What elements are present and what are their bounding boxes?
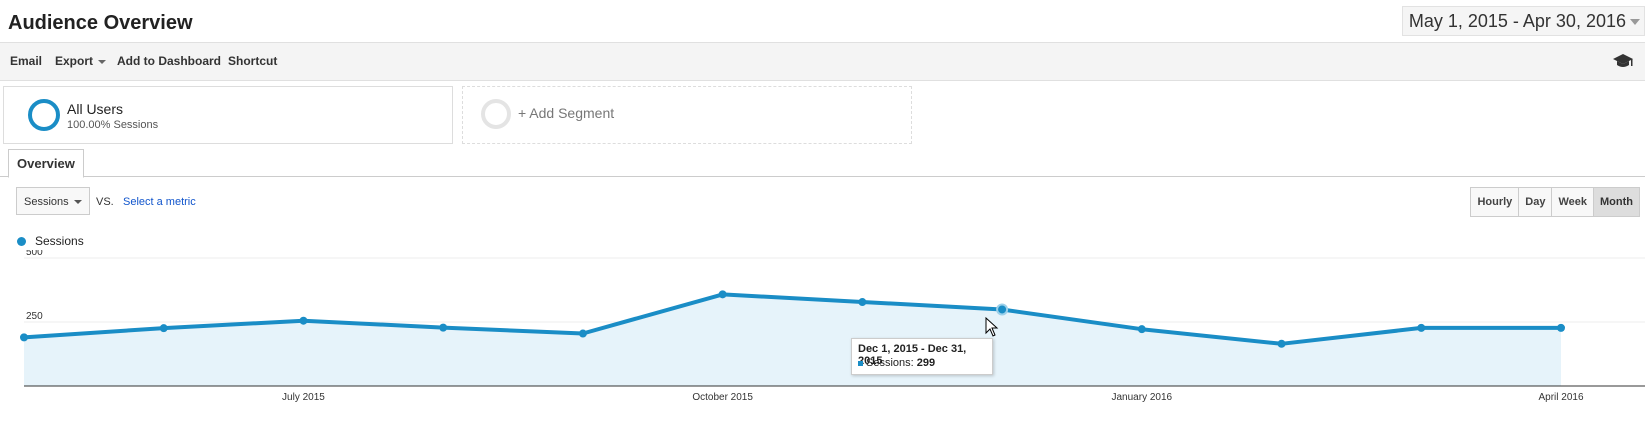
y-tick-label: 250: [26, 311, 43, 322]
granularity-month-button[interactable]: Month: [1593, 188, 1639, 216]
legend-dot-icon: [17, 237, 26, 246]
data-point[interactable]: [20, 333, 28, 342]
segment-ring-icon: [28, 99, 60, 131]
data-point[interactable]: [159, 324, 168, 333]
x-tick-label: July 2015: [282, 392, 325, 403]
x-tick-label: January 2016: [1112, 392, 1173, 403]
select-metric-link[interactable]: Select a metric: [123, 196, 196, 208]
tooltip-row: Sessions: 299: [858, 357, 935, 369]
granularity-week-button[interactable]: Week: [1551, 188, 1594, 216]
data-point[interactable]: [578, 329, 587, 338]
data-point[interactable]: [1417, 323, 1426, 332]
tab-overview[interactable]: Overview: [8, 149, 84, 178]
chevron-down-icon: [1630, 19, 1640, 25]
x-tick-label: October 2015: [692, 392, 753, 403]
data-point[interactable]: [439, 323, 448, 332]
add-segment-label: + Add Segment: [518, 105, 615, 121]
export-button[interactable]: Export: [55, 54, 107, 68]
report-toolbar: Email Export Add to Dashboard Shortcut: [0, 43, 1645, 81]
date-range-picker[interactable]: May 1, 2015 - Apr 30, 2016: [1401, 6, 1645, 36]
segment-all-users[interactable]: All Users 100.00% Sessions: [3, 86, 453, 144]
data-point[interactable]: [858, 298, 867, 307]
add-segment-button[interactable]: + Add Segment: [462, 86, 912, 144]
empty-segment-ring-icon: [481, 99, 511, 129]
title-bar: Audience Overview May 1, 2015 - Apr 30, …: [0, 0, 1645, 43]
date-range-label: May 1, 2015 - Apr 30, 2016: [1408, 11, 1626, 31]
data-point[interactable]: [1557, 323, 1565, 332]
chart-tooltip: Dec 1, 2015 - Dec 31, 2015 Sessions: 299: [851, 338, 993, 375]
caret-down-icon: [98, 59, 107, 64]
segment-subtitle: 100.00% Sessions: [67, 119, 159, 131]
tooltip-label: Sessions:: [866, 357, 914, 369]
tab-strip: [0, 176, 1645, 177]
metric-select[interactable]: Sessions: [16, 187, 90, 215]
sessions-area: [24, 294, 1561, 386]
sessions-line: [23, 292, 1561, 346]
email-button[interactable]: Email: [10, 54, 43, 68]
data-point[interactable]: [299, 316, 308, 325]
export-label: Export: [55, 54, 94, 68]
caret-down-icon: [74, 200, 82, 204]
page-title: Audience Overview: [8, 12, 193, 34]
tooltip-swatch: [858, 360, 863, 366]
data-point[interactable]: [1137, 325, 1146, 334]
legend-label: Sessions: [35, 234, 84, 248]
mouse-cursor-icon: [985, 317, 999, 337]
x-tick-label: April 2016: [1538, 392, 1583, 403]
graduation-cap-icon[interactable]: [1613, 53, 1633, 69]
sessions-chart: 250 500 July 2015 October 2015 January 2016…: [20, 250, 1645, 403]
segment-name: All Users: [67, 101, 124, 117]
vs-label: VS.: [96, 196, 114, 208]
data-point[interactable]: [718, 290, 727, 299]
data-point[interactable]: [1277, 339, 1286, 348]
granularity-day-button[interactable]: Day: [1518, 188, 1552, 216]
metric-select-value: Sessions: [24, 196, 69, 208]
shortcut-button[interactable]: Shortcut: [228, 54, 278, 68]
tooltip-title: Dec 1, 2015 - Dec 31, 2015: [858, 343, 967, 367]
data-point[interactable]: [996, 303, 1009, 316]
granularity-toggle: Hourly Day Week Month: [1470, 187, 1640, 217]
add-to-dashboard-button[interactable]: Add to Dashboard: [117, 54, 221, 68]
granularity-hourly-button[interactable]: Hourly: [1471, 188, 1519, 216]
tooltip-value: 299: [916, 357, 936, 369]
y-tick-label: 500: [26, 250, 43, 258]
